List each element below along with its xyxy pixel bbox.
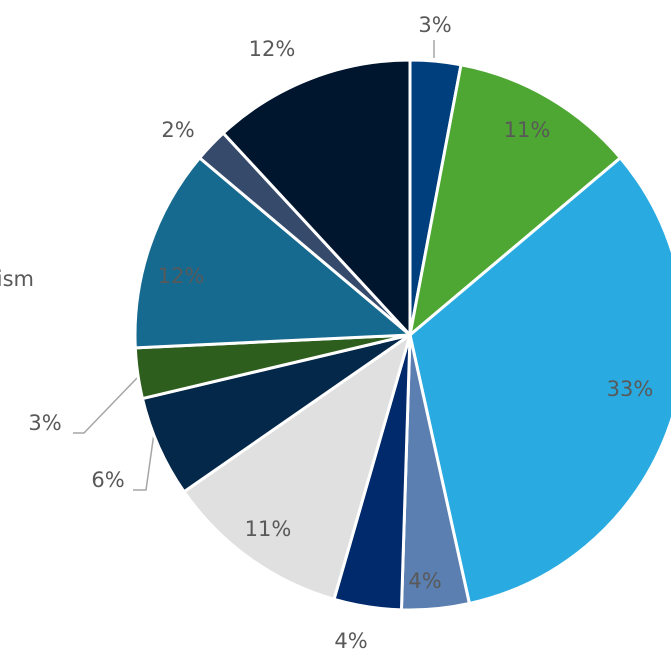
data-label: 33% [607,377,654,401]
pie-slice [182,333,412,601]
data-label: 3% [418,13,451,37]
data-label: 6% [91,468,124,492]
pie-slice [408,63,622,337]
data-label: 2% [161,118,194,142]
data-label: 4% [334,629,367,653]
data-label: 11% [245,517,292,541]
data-label: 4% [408,569,441,593]
pie-slice [221,58,412,337]
data-label: 3% [28,411,61,435]
data-label: 11% [504,118,551,142]
data-label: 12% [249,37,296,61]
leader-line [133,425,156,491]
pie-slice [408,156,671,606]
data-label: 12% [158,264,205,288]
leader-line [73,377,138,434]
category-label: ourism [0,267,34,291]
pie-slice [133,156,412,350]
